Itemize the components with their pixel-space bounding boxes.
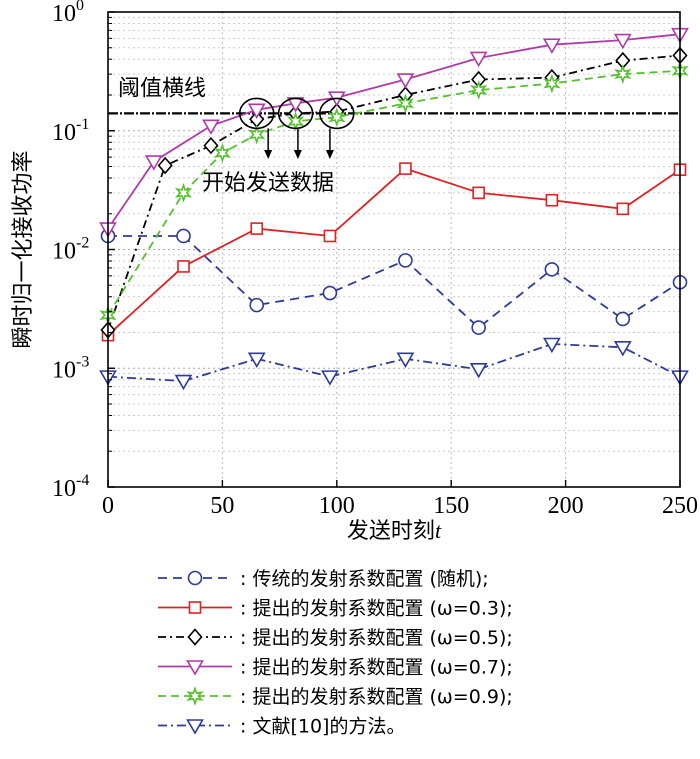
legend-marker xyxy=(188,601,202,614)
legend-label: : 传统的发射系数配置 (随机); xyxy=(240,568,489,590)
data-point xyxy=(542,337,561,354)
data-point xyxy=(249,297,265,313)
annotation-label: 开始发送数据 xyxy=(202,171,334,196)
data-point xyxy=(399,162,412,175)
data-point xyxy=(176,228,191,244)
series-3 xyxy=(99,27,689,238)
data-point xyxy=(615,311,631,327)
annotation-circle xyxy=(238,97,275,130)
y-tick-label: 100 xyxy=(52,0,84,27)
data-point xyxy=(472,186,485,200)
data-point xyxy=(174,182,193,203)
data-point xyxy=(542,38,561,54)
legend-marker xyxy=(186,660,204,676)
series-line xyxy=(107,33,681,230)
y-axis-label: 瞬时归一化接收功率 xyxy=(11,150,36,348)
legend-label: : 提出的发射系数配置 (ω=0.5); xyxy=(240,627,513,649)
data-point xyxy=(613,341,632,357)
data-point xyxy=(398,253,413,268)
legend-item-3: : 提出的发射系数配置 (ω=0.7); xyxy=(158,657,513,679)
data-point xyxy=(322,285,338,301)
data-point xyxy=(157,156,173,175)
annotation-circle xyxy=(277,97,314,130)
data-point xyxy=(203,136,219,155)
data-point xyxy=(470,80,488,101)
legend-label: : 提出的发射系数配置 (ω=0.7); xyxy=(240,657,513,679)
series-line xyxy=(107,69,681,316)
x-tick-label: 0 xyxy=(102,493,114,519)
data-point xyxy=(202,119,220,135)
data-point xyxy=(469,51,488,68)
y-tick-label: 10-1 xyxy=(52,116,89,146)
data-point xyxy=(616,202,630,216)
legend-label: : 提出的发射系数配置 (ω=0.9); xyxy=(240,686,513,708)
legend-marker xyxy=(187,628,203,646)
data-point xyxy=(396,352,415,368)
series-0 xyxy=(100,228,688,335)
data-point xyxy=(396,73,415,89)
y-tick-label: 10-4 xyxy=(52,472,89,502)
series-line xyxy=(107,167,681,336)
legend-label: : 提出的发射系数配置 (ω=0.3); xyxy=(240,598,513,620)
data-point xyxy=(247,352,266,368)
data-point xyxy=(545,193,559,207)
legend: : 传统的发射系数配置 (随机); : 提出的发射系数配置 (ω=0.3); : 提… xyxy=(158,568,513,738)
axis-ticks: 0 50 100 150 200 250 100 10-1 10-2 10-3 10-4 xyxy=(52,0,698,519)
x-axis-label-var: t xyxy=(435,518,442,543)
data-point xyxy=(177,260,190,273)
x-axis-label-text: 发送时刻 xyxy=(347,519,435,544)
threshold-label: 阈值横线 xyxy=(118,76,206,101)
threshold-layer: 阈值横线 xyxy=(108,76,680,115)
annotation-circle xyxy=(318,97,355,130)
axis-labels: 发送时刻t 瞬时归一化接收功率 xyxy=(11,150,442,544)
y-tick-label: 10-2 xyxy=(52,235,89,265)
legend-marker xyxy=(187,570,203,586)
y-tick-label: 10-3 xyxy=(52,353,89,383)
data-point xyxy=(144,155,163,171)
data-point xyxy=(213,143,231,163)
data-point xyxy=(543,73,561,94)
x-tick-label: 100 xyxy=(319,493,355,519)
annotation-layer: 开始发送数据 xyxy=(202,97,355,196)
legend-marker xyxy=(186,686,204,706)
data-point xyxy=(174,374,193,391)
grid xyxy=(107,12,681,488)
legend-item-5: : 文献[10]的方法。 xyxy=(158,716,405,738)
x-tick-label: 150 xyxy=(433,493,469,519)
data-point xyxy=(614,64,632,85)
x-axis-label: 发送时刻t xyxy=(347,518,442,544)
series-line xyxy=(107,54,681,331)
annotation-arrow-head xyxy=(325,150,334,159)
data-point xyxy=(248,124,266,145)
data-point xyxy=(544,262,560,277)
annotation-arrow-head xyxy=(293,150,302,159)
series-line xyxy=(107,343,681,383)
data-point xyxy=(396,93,415,114)
data-point xyxy=(328,107,346,128)
data-point xyxy=(321,370,339,386)
legend-label: : 文献[10]的方法。 xyxy=(240,716,405,738)
x-tick-label: 50 xyxy=(210,493,234,519)
series-5 xyxy=(99,337,689,391)
x-tick-label: 200 xyxy=(548,493,584,519)
data-point xyxy=(250,222,264,235)
legend-item-1: : 提出的发射系数配置 (ω=0.3); xyxy=(158,598,513,620)
legend-item-4: : 提出的发射系数配置 (ω=0.9); xyxy=(158,686,513,708)
annotation-arrow-head xyxy=(264,150,273,159)
data-point xyxy=(323,229,337,243)
data-point xyxy=(469,362,488,379)
legend-marker xyxy=(186,719,204,735)
data-point xyxy=(613,33,632,50)
legend-item-2: : 提出的发射系数配置 (ω=0.5); xyxy=(158,627,513,649)
x-tick-label: 250 xyxy=(662,493,698,519)
legend-item-0: : 传统的发射系数配置 (随机); xyxy=(158,568,489,590)
data-point xyxy=(247,103,266,119)
data-point xyxy=(471,320,486,335)
